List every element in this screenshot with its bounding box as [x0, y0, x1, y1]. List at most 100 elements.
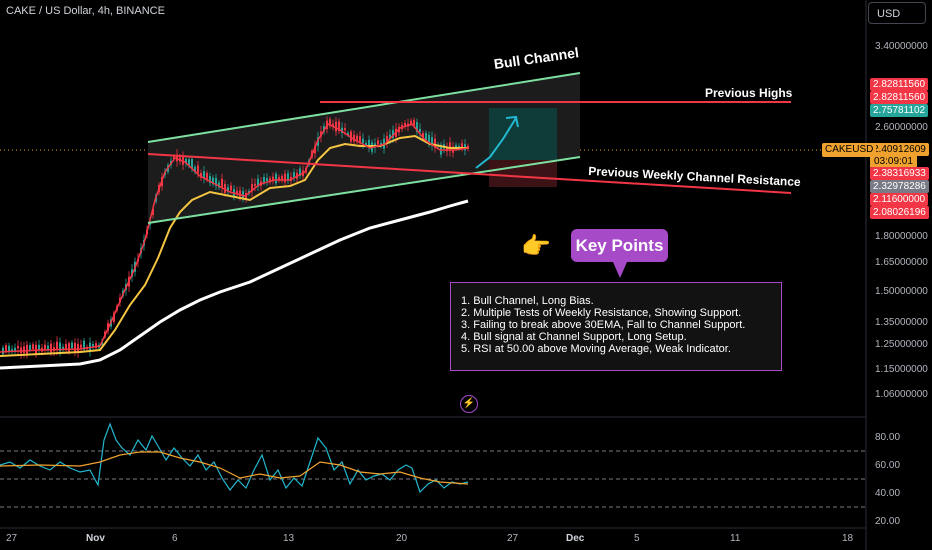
price-tag: 2.75781102 [870, 104, 929, 117]
symbol-title[interactable]: CAKE / US Dollar, 4h, BINANCE [6, 5, 165, 17]
candle-body [266, 177, 268, 182]
key-points-notes[interactable]: 1. Bull Channel, Long Bias. 2. Multiple … [450, 282, 782, 371]
candle-body [335, 121, 337, 132]
note-line: 2. Multiple Tests of Weekly Resistance, … [461, 307, 742, 319]
time-tick: 20 [396, 533, 408, 544]
candle-body [389, 134, 391, 139]
candle-body [449, 142, 451, 152]
time-tick: 13 [283, 533, 295, 544]
candle-body [410, 120, 412, 124]
candle-body [323, 126, 325, 132]
channel-lower-line [147, 156, 581, 224]
candle-body [365, 142, 367, 146]
candle-body [329, 119, 331, 127]
rsi-tick: 40.00 [875, 488, 901, 499]
candle-body [362, 138, 364, 144]
price-tick: 1.25000000 [875, 339, 928, 350]
rsi-line [0, 422, 469, 494]
projection-arrow [475, 117, 517, 169]
candle-body [5, 345, 7, 352]
price-tick: 1.65000000 [875, 257, 928, 268]
previous-highs-label: Previous Highs [705, 86, 793, 100]
candle-body [77, 343, 79, 353]
pointing-hand-icon: 👉 [521, 233, 551, 260]
time-tick: 27 [507, 533, 519, 544]
key-points-pointer [613, 262, 627, 278]
candle-body [191, 159, 193, 169]
candle-body [275, 173, 277, 184]
currency-button[interactable]: USD [868, 2, 926, 24]
candle-body [197, 165, 199, 174]
candle-body [434, 138, 436, 148]
candle-body [68, 343, 70, 353]
candle-body [356, 135, 358, 142]
price-tick: 1.80000000 [875, 231, 928, 242]
candle-body [206, 173, 208, 180]
note-line: 4. Bull signal at Channel Support, Long … [461, 331, 687, 343]
candle-body [65, 343, 67, 350]
time-tick: 27 [6, 533, 18, 544]
time-tick: 5 [634, 533, 640, 544]
price-tag: 2.82811560 [870, 78, 929, 91]
candle-body [269, 178, 271, 183]
note-line: 1. Bull Channel, Long Bias. [461, 295, 594, 307]
candle-body [200, 172, 202, 178]
candle-body [173, 156, 175, 159]
key-points-title[interactable]: Key Points [571, 229, 668, 262]
candle-body [47, 345, 49, 351]
candle-body [281, 176, 283, 181]
channel-upper-line [147, 72, 581, 143]
price-tick: 1.35000000 [875, 317, 928, 328]
candle-body [35, 344, 37, 354]
mid-ema-line [0, 134, 468, 357]
rsi-moving-average-line [0, 451, 469, 485]
price-tick: 1.15000000 [875, 364, 928, 375]
candle-body [377, 140, 379, 145]
candle-body [14, 347, 16, 351]
candle-body [359, 136, 361, 143]
candle-body [59, 342, 61, 352]
candle-body [251, 184, 253, 192]
candle-body [314, 145, 316, 154]
candle-body [17, 346, 19, 349]
time-tick: Dec [566, 533, 585, 544]
candle-body [263, 176, 265, 182]
candle-body [11, 349, 13, 352]
note-line: 3. Failing to break above 30EMA, Fall to… [461, 319, 746, 331]
candle-body [8, 345, 10, 352]
candle-body [230, 185, 232, 191]
candle-body [332, 123, 334, 127]
candle-body [392, 130, 394, 139]
candle-body [194, 166, 196, 173]
candle-body [212, 177, 214, 185]
rsi-tick: 20.00 [875, 516, 901, 527]
candle-body [431, 137, 433, 146]
candle-body [74, 342, 76, 352]
candle-body [50, 343, 52, 353]
time-tick: 11 [730, 533, 741, 544]
candle-body [455, 145, 457, 149]
slow-moving-average-line [0, 199, 469, 370]
price-tick: 1.50000000 [875, 286, 928, 297]
candle-body [221, 178, 223, 189]
candle-body [71, 342, 73, 349]
candle-body [92, 344, 94, 347]
price-tick: 1.06000000 [875, 389, 928, 400]
ticker-tag: CAKEUSD [822, 143, 877, 157]
candle-body [422, 132, 424, 139]
candle-body [185, 158, 187, 164]
candle-body [203, 171, 205, 179]
candle-body [2, 347, 4, 355]
candle-body [38, 344, 40, 351]
candle-body [26, 344, 28, 355]
candle-body [341, 127, 343, 133]
candle-body [257, 178, 259, 187]
candle-body [278, 177, 280, 181]
candle-body [56, 341, 58, 350]
candle-body [386, 135, 388, 144]
candle-body [44, 344, 46, 350]
lightning-icon[interactable]: ⚡ [460, 395, 478, 413]
candle-body [227, 187, 229, 192]
